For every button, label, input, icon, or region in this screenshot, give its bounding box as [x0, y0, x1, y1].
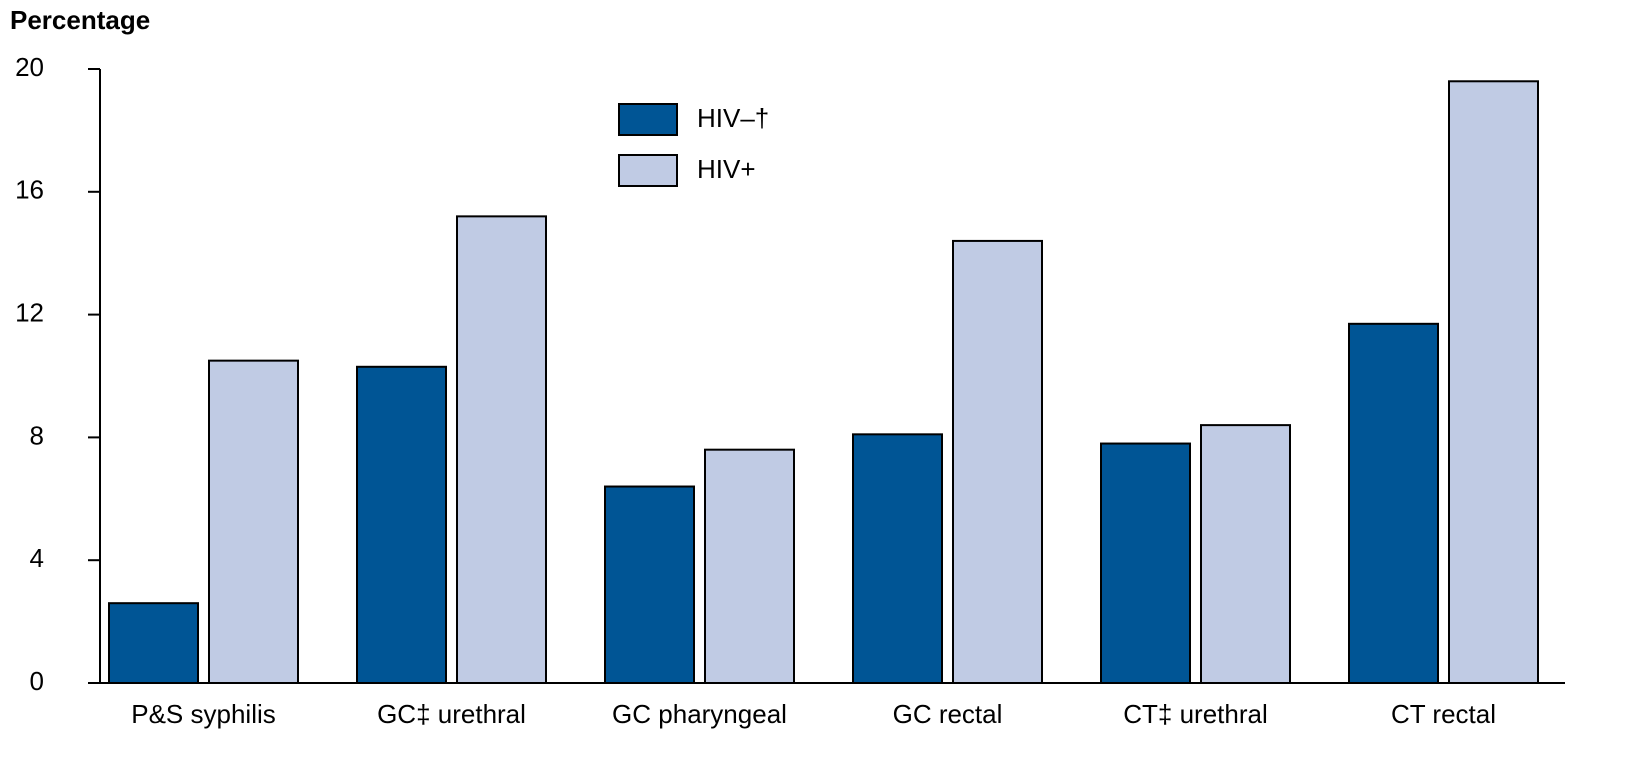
y-tick-label: 12: [15, 297, 44, 327]
bar: [704, 448, 795, 684]
bar: [456, 215, 547, 685]
legend-label: HIV+: [697, 154, 756, 184]
x-tick-label: CT rectal: [1391, 699, 1496, 729]
bar: [604, 485, 695, 684]
y-tick-label: 8: [30, 420, 44, 450]
bar: [852, 433, 943, 684]
bar: [952, 239, 1043, 684]
x-tick-label: CT‡ urethral: [1123, 699, 1268, 729]
bar: [1348, 322, 1439, 684]
bar: [356, 365, 447, 684]
y-tick-label: 16: [15, 175, 44, 205]
x-tick-label: GC rectal: [893, 699, 1003, 729]
x-tick-label: GC pharyngeal: [612, 699, 787, 729]
bar: [208, 359, 299, 684]
legend-swatch: [618, 103, 678, 136]
x-tick-label: P&S syphilis: [131, 699, 276, 729]
y-tick-label: 0: [30, 666, 44, 696]
y-tick-label: 4: [30, 543, 44, 573]
bar: [1100, 442, 1191, 685]
y-axis-label: Percentage: [10, 5, 150, 35]
bar: [108, 602, 199, 684]
x-tick-label: GC‡ urethral: [377, 699, 526, 729]
legend-swatch: [618, 154, 678, 187]
bar: [1200, 424, 1291, 684]
bar: [1448, 80, 1539, 684]
legend-label: HIV–†: [697, 103, 769, 133]
y-tick-label: 20: [15, 52, 44, 82]
